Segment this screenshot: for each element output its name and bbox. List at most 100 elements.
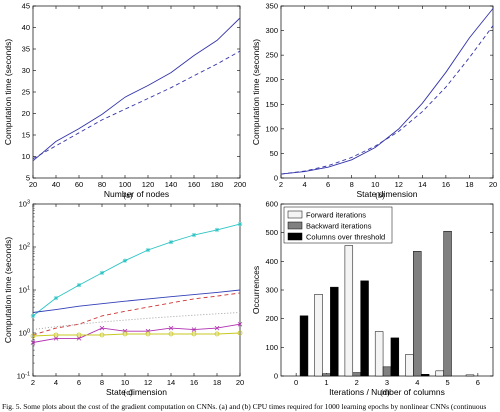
series-5-point — [214, 331, 220, 337]
x-tick-label: 6 — [77, 378, 81, 387]
series-5-point — [122, 331, 128, 337]
y-tick-label: 500 — [265, 228, 278, 237]
x-tick-label: 4 — [302, 180, 306, 189]
x-tick-label: 60 — [75, 180, 83, 189]
series-5-line — [32, 332, 241, 337]
y-tick-label: 40 — [22, 23, 30, 32]
panel-d-label: (d) — [380, 388, 390, 397]
x-tick-label: 10 — [371, 180, 379, 189]
bar-1-4 — [413, 251, 422, 377]
series-5-point — [76, 332, 82, 338]
x-tick-label: 6 — [326, 180, 330, 189]
x-tick-label: 12 — [144, 378, 152, 387]
x-tick-label: 12 — [395, 180, 403, 189]
x-tick-label: 200 — [234, 180, 247, 189]
series-2-line — [32, 292, 241, 336]
x-tick-label: 18 — [213, 378, 221, 387]
plot-frame — [32, 203, 241, 377]
x-tick-label: 2 — [31, 378, 35, 387]
series-0-point — [214, 227, 220, 233]
series-0-point — [237, 221, 243, 227]
x-tick-label: 40 — [52, 180, 60, 189]
y-tick-label: 100 — [265, 124, 278, 133]
y-tick-label: 200 — [265, 75, 278, 84]
x-axis-label: Iterations / Number of columns — [329, 387, 445, 397]
series-4-point — [237, 321, 243, 327]
y-tick-label: 250 — [265, 51, 278, 60]
panel-b: 2 4 6 8 10 12 14 16 18 20 State dimension 0 50 100 150… — [251, 2, 497, 201]
x-tick-label: 16 — [442, 180, 450, 189]
x-tick-label: 2 — [355, 378, 359, 387]
y-axis-label: Computation time (seconds) — [3, 39, 13, 145]
x-tick-label: 18 — [465, 180, 473, 189]
legend-label-1: Backward iterations — [306, 222, 372, 231]
bar-1-2 — [352, 372, 361, 377]
series-0-point — [53, 295, 59, 301]
bar-0-3 — [374, 331, 384, 377]
x-tick-label: 120 — [142, 180, 155, 189]
legend-swatch-2 — [287, 232, 303, 241]
x-tick-label: 16 — [190, 378, 198, 387]
y-tick-label: 200 — [265, 314, 278, 323]
legend-label-0: Forward iterations — [306, 211, 366, 220]
bar-2-2 — [360, 280, 369, 377]
series-0-point — [145, 247, 151, 253]
x-tick-label: 14 — [418, 180, 426, 189]
y-tick-label: 0 — [274, 174, 278, 183]
x-tick-label: 20 — [236, 378, 244, 387]
y-tick-label: 5 — [26, 174, 30, 183]
panel-c: 2 4 6 8 10 12 14 16 18 20 State dimension 10-1 100 10… — [3, 200, 244, 398]
plot-frame — [32, 5, 241, 179]
x-tick-label: 140 — [165, 180, 178, 189]
series-5-point — [99, 332, 105, 338]
x-tick-label: 20 — [29, 180, 37, 189]
x-tick-label: 80 — [98, 180, 106, 189]
y-tick-label: 300 — [265, 286, 278, 295]
y-tick-label: 25 — [22, 88, 30, 97]
x-tick-label: 2 — [279, 180, 283, 189]
bar-1-5 — [443, 230, 452, 377]
x-tick-label: 3 — [385, 378, 389, 387]
x-tick-label: 14 — [167, 378, 175, 387]
x-tick-label: 4 — [415, 378, 419, 387]
series-0-point — [168, 239, 174, 245]
y-axis-label: Computation time (seconds) — [251, 39, 261, 145]
series-0-point — [30, 313, 36, 319]
x-tick-label: 160 — [188, 180, 201, 189]
x-tick-label: 180 — [211, 180, 224, 189]
bar-0-6 — [465, 374, 475, 377]
x-tick-label: 6 — [476, 378, 480, 387]
panel-a-label: (a) — [124, 191, 133, 200]
panel-c-label: (c) — [124, 388, 133, 397]
series-4-point — [53, 336, 59, 341]
series-5-point — [237, 330, 243, 336]
y-tick-label: 103 — [19, 200, 30, 209]
bar-0-5 — [435, 370, 444, 377]
bar-0-1 — [314, 294, 323, 377]
series-4-line — [32, 323, 241, 343]
y-tick-label: 20 — [22, 109, 30, 118]
y-tick-label: 150 — [265, 100, 278, 109]
series-5-point — [145, 331, 151, 337]
series-5-point — [30, 333, 36, 339]
y-tick-label: 100 — [19, 329, 30, 338]
series-5-point — [168, 331, 174, 337]
y-tick-label: 100 — [265, 343, 278, 352]
series-1-line — [280, 25, 494, 175]
bar-1-3 — [382, 366, 392, 377]
y-tick-label: 600 — [265, 200, 278, 209]
series-0-line — [32, 17, 241, 162]
plot-frame — [280, 5, 494, 179]
panel-a: 20 40 60 80 100 120 140 160 180 200 Number of node… — [3, 2, 246, 201]
series-0-point — [122, 258, 128, 263]
series-0-point — [191, 232, 197, 238]
x-tick-label: 4 — [54, 378, 58, 387]
legend-label-2: Columns over threshold — [306, 233, 385, 242]
y-tick-label: 101 — [19, 286, 30, 295]
series-1-line — [32, 289, 241, 313]
series-4-point — [191, 327, 197, 332]
y-tick-label: 10-1 — [17, 372, 30, 381]
x-tick-label: 10 — [121, 378, 129, 387]
bar-2-1 — [330, 286, 339, 377]
